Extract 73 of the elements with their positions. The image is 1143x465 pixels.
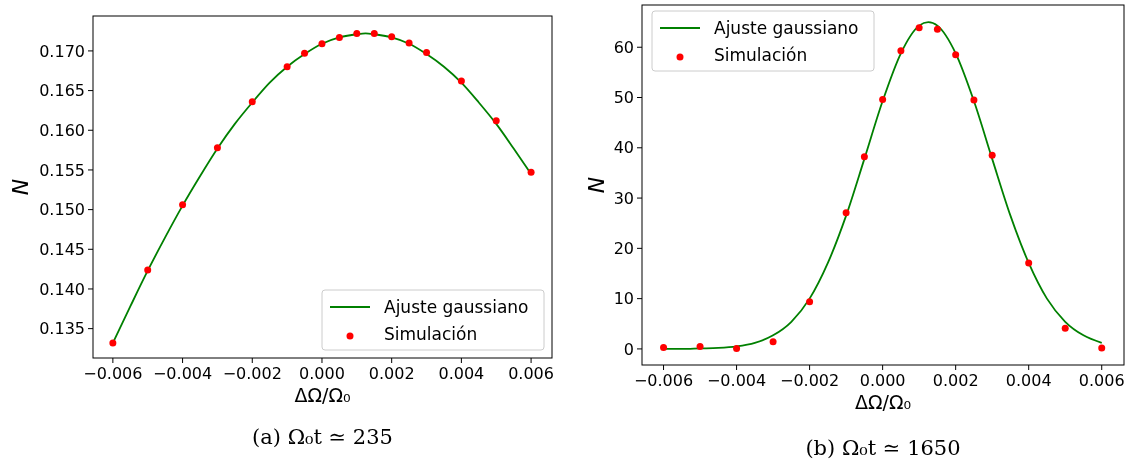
point (842, 209, 850, 217)
x-tick-label: 0.002 (368, 364, 415, 383)
x-tick-label: −0.002 (222, 364, 282, 383)
y-tick-label: 0.150 (39, 200, 85, 220)
point (527, 168, 535, 176)
x-tick-label: 0.004 (438, 364, 485, 383)
legend-label: Simulación (714, 44, 808, 65)
point (492, 117, 500, 125)
y-tick-label: 40 (613, 138, 634, 158)
point (388, 33, 396, 41)
point (301, 49, 309, 57)
point (144, 266, 152, 274)
point (733, 344, 741, 352)
text: (a) Ω₀t ≃ 235 (252, 425, 393, 449)
point (970, 96, 978, 104)
point (660, 343, 668, 351)
point (405, 39, 413, 47)
x-tick-label: −0.002 (780, 371, 840, 390)
x-tick-label: 0.006 (508, 364, 554, 383)
point (248, 98, 256, 106)
legend-label: Simulación (384, 323, 478, 344)
y-axis-title: N (584, 176, 609, 194)
y-tick-label: 0.160 (39, 120, 85, 140)
y-tick-label: 20 (613, 238, 634, 258)
point (915, 24, 923, 32)
point (457, 77, 465, 85)
point (179, 201, 187, 209)
x-tick-label: 0.002 (932, 371, 979, 390)
y-tick-label: 0.155 (39, 160, 85, 180)
x-tick-label: −0.006 (633, 371, 694, 390)
point (952, 51, 960, 59)
point (860, 153, 868, 161)
point (806, 298, 814, 306)
legend-label: Ajuste gaussiano (714, 17, 859, 38)
y-tick-label: 10 (613, 289, 634, 309)
point (897, 47, 905, 55)
x-tick-label: 0.004 (1005, 371, 1052, 390)
point (1025, 259, 1033, 267)
point (109, 339, 117, 347)
text: (b) Ω₀t ≃ 1650 (805, 436, 961, 460)
x-tick-label: 0.000 (299, 364, 345, 383)
y-axis-title: N (8, 178, 33, 196)
x-axis-title: ΔΩ/Ω₀ (854, 391, 912, 413)
point (933, 25, 941, 33)
point (879, 96, 887, 104)
point (353, 29, 361, 37)
y-tick-label: 0.170 (39, 41, 85, 61)
x-tick-label: −0.006 (83, 364, 143, 383)
point (1061, 324, 1069, 332)
point (696, 342, 704, 350)
x-tick-label: −0.004 (152, 364, 213, 383)
point (318, 40, 326, 48)
point (1098, 344, 1106, 352)
y-tick-label: 0.140 (39, 279, 85, 299)
y-tick-label: 50 (613, 88, 634, 108)
y-tick-label: 0.135 (39, 319, 85, 339)
point (283, 63, 291, 71)
y-tick-label: 0.165 (39, 81, 85, 101)
y-tick-label: 0.145 (39, 239, 85, 259)
y-tick-label: 0 (623, 339, 634, 359)
x-tick-label: 0.000 (859, 371, 906, 390)
point (423, 49, 431, 56)
x-tick-label: 0.006 (1078, 371, 1125, 390)
point (988, 151, 996, 159)
y-tick-label: 30 (613, 188, 634, 208)
point (769, 338, 777, 346)
x-tick-label: −0.004 (706, 371, 767, 390)
x-axis-title: ΔΩ/Ω₀ (294, 384, 351, 406)
point (370, 29, 378, 37)
legend-label: Ajuste gaussiano (384, 296, 529, 317)
point (335, 33, 343, 41)
y-tick-label: 60 (613, 37, 634, 57)
point (213, 144, 221, 152)
